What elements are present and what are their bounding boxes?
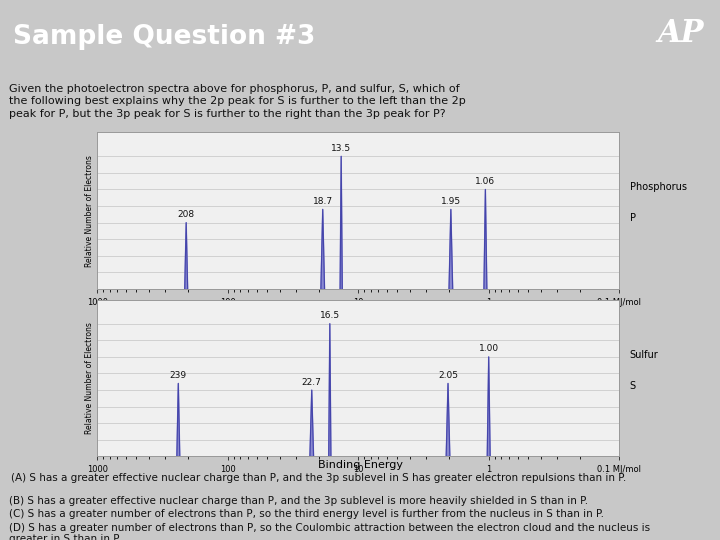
Text: greater in S than in P.: greater in S than in P. — [9, 534, 121, 540]
Y-axis label: Relative Number of Electrons: Relative Number of Electrons — [86, 154, 94, 267]
Text: (C) S has a greater number of electrons than P, so the third energy level is fur: (C) S has a greater number of electrons … — [9, 509, 603, 519]
Text: Given the photoelectron spectra above for phosphorus, P, and sulfur, S, which of: Given the photoelectron spectra above fo… — [9, 84, 459, 94]
Text: AP: AP — [657, 18, 704, 49]
Text: (A) S has a greater effective nuclear charge than P, and the 3p sublevel in S ha: (A) S has a greater effective nuclear ch… — [11, 474, 626, 483]
Text: 22.7: 22.7 — [302, 377, 322, 387]
Polygon shape — [185, 222, 188, 289]
Text: peak for P, but the 3p peak for S is further to the right than the 3p peak for P: peak for P, but the 3p peak for S is fur… — [9, 109, 445, 119]
Text: 1.00: 1.00 — [479, 345, 499, 354]
Polygon shape — [340, 156, 342, 289]
Text: Sulfur: Sulfur — [630, 349, 658, 360]
Polygon shape — [484, 190, 487, 289]
Polygon shape — [177, 383, 180, 456]
Text: (B) S has a greater effective nuclear charge than P, and the 3p sublevel is more: (B) S has a greater effective nuclear ch… — [9, 496, 588, 506]
Polygon shape — [449, 210, 453, 289]
Text: 16.5: 16.5 — [320, 311, 340, 320]
Text: 18.7: 18.7 — [312, 197, 333, 206]
Y-axis label: Relative Number of Electrons: Relative Number of Electrons — [86, 322, 94, 434]
Text: 13.5: 13.5 — [331, 144, 351, 153]
Text: 208: 208 — [178, 210, 194, 219]
Polygon shape — [446, 383, 450, 456]
Text: Phosphorus: Phosphorus — [630, 182, 687, 192]
Text: Binding Energy: Binding Energy — [318, 460, 402, 470]
Text: S: S — [630, 381, 636, 391]
Text: 2.05: 2.05 — [438, 371, 458, 380]
Text: 1.95: 1.95 — [441, 197, 461, 206]
Text: 1.06: 1.06 — [475, 177, 495, 186]
Polygon shape — [487, 357, 490, 456]
Polygon shape — [321, 210, 325, 289]
Text: the following best explains why the 2p peak for S is further to the left than th: the following best explains why the 2p p… — [9, 96, 465, 106]
Text: 239: 239 — [170, 371, 187, 380]
Polygon shape — [329, 323, 331, 456]
Text: (D) S has a greater number of electrons than P, so the Coulombic attraction betw: (D) S has a greater number of electrons … — [9, 523, 649, 533]
Text: P: P — [630, 213, 636, 224]
Text: Sample Question #3: Sample Question #3 — [13, 24, 315, 50]
Polygon shape — [310, 390, 314, 456]
